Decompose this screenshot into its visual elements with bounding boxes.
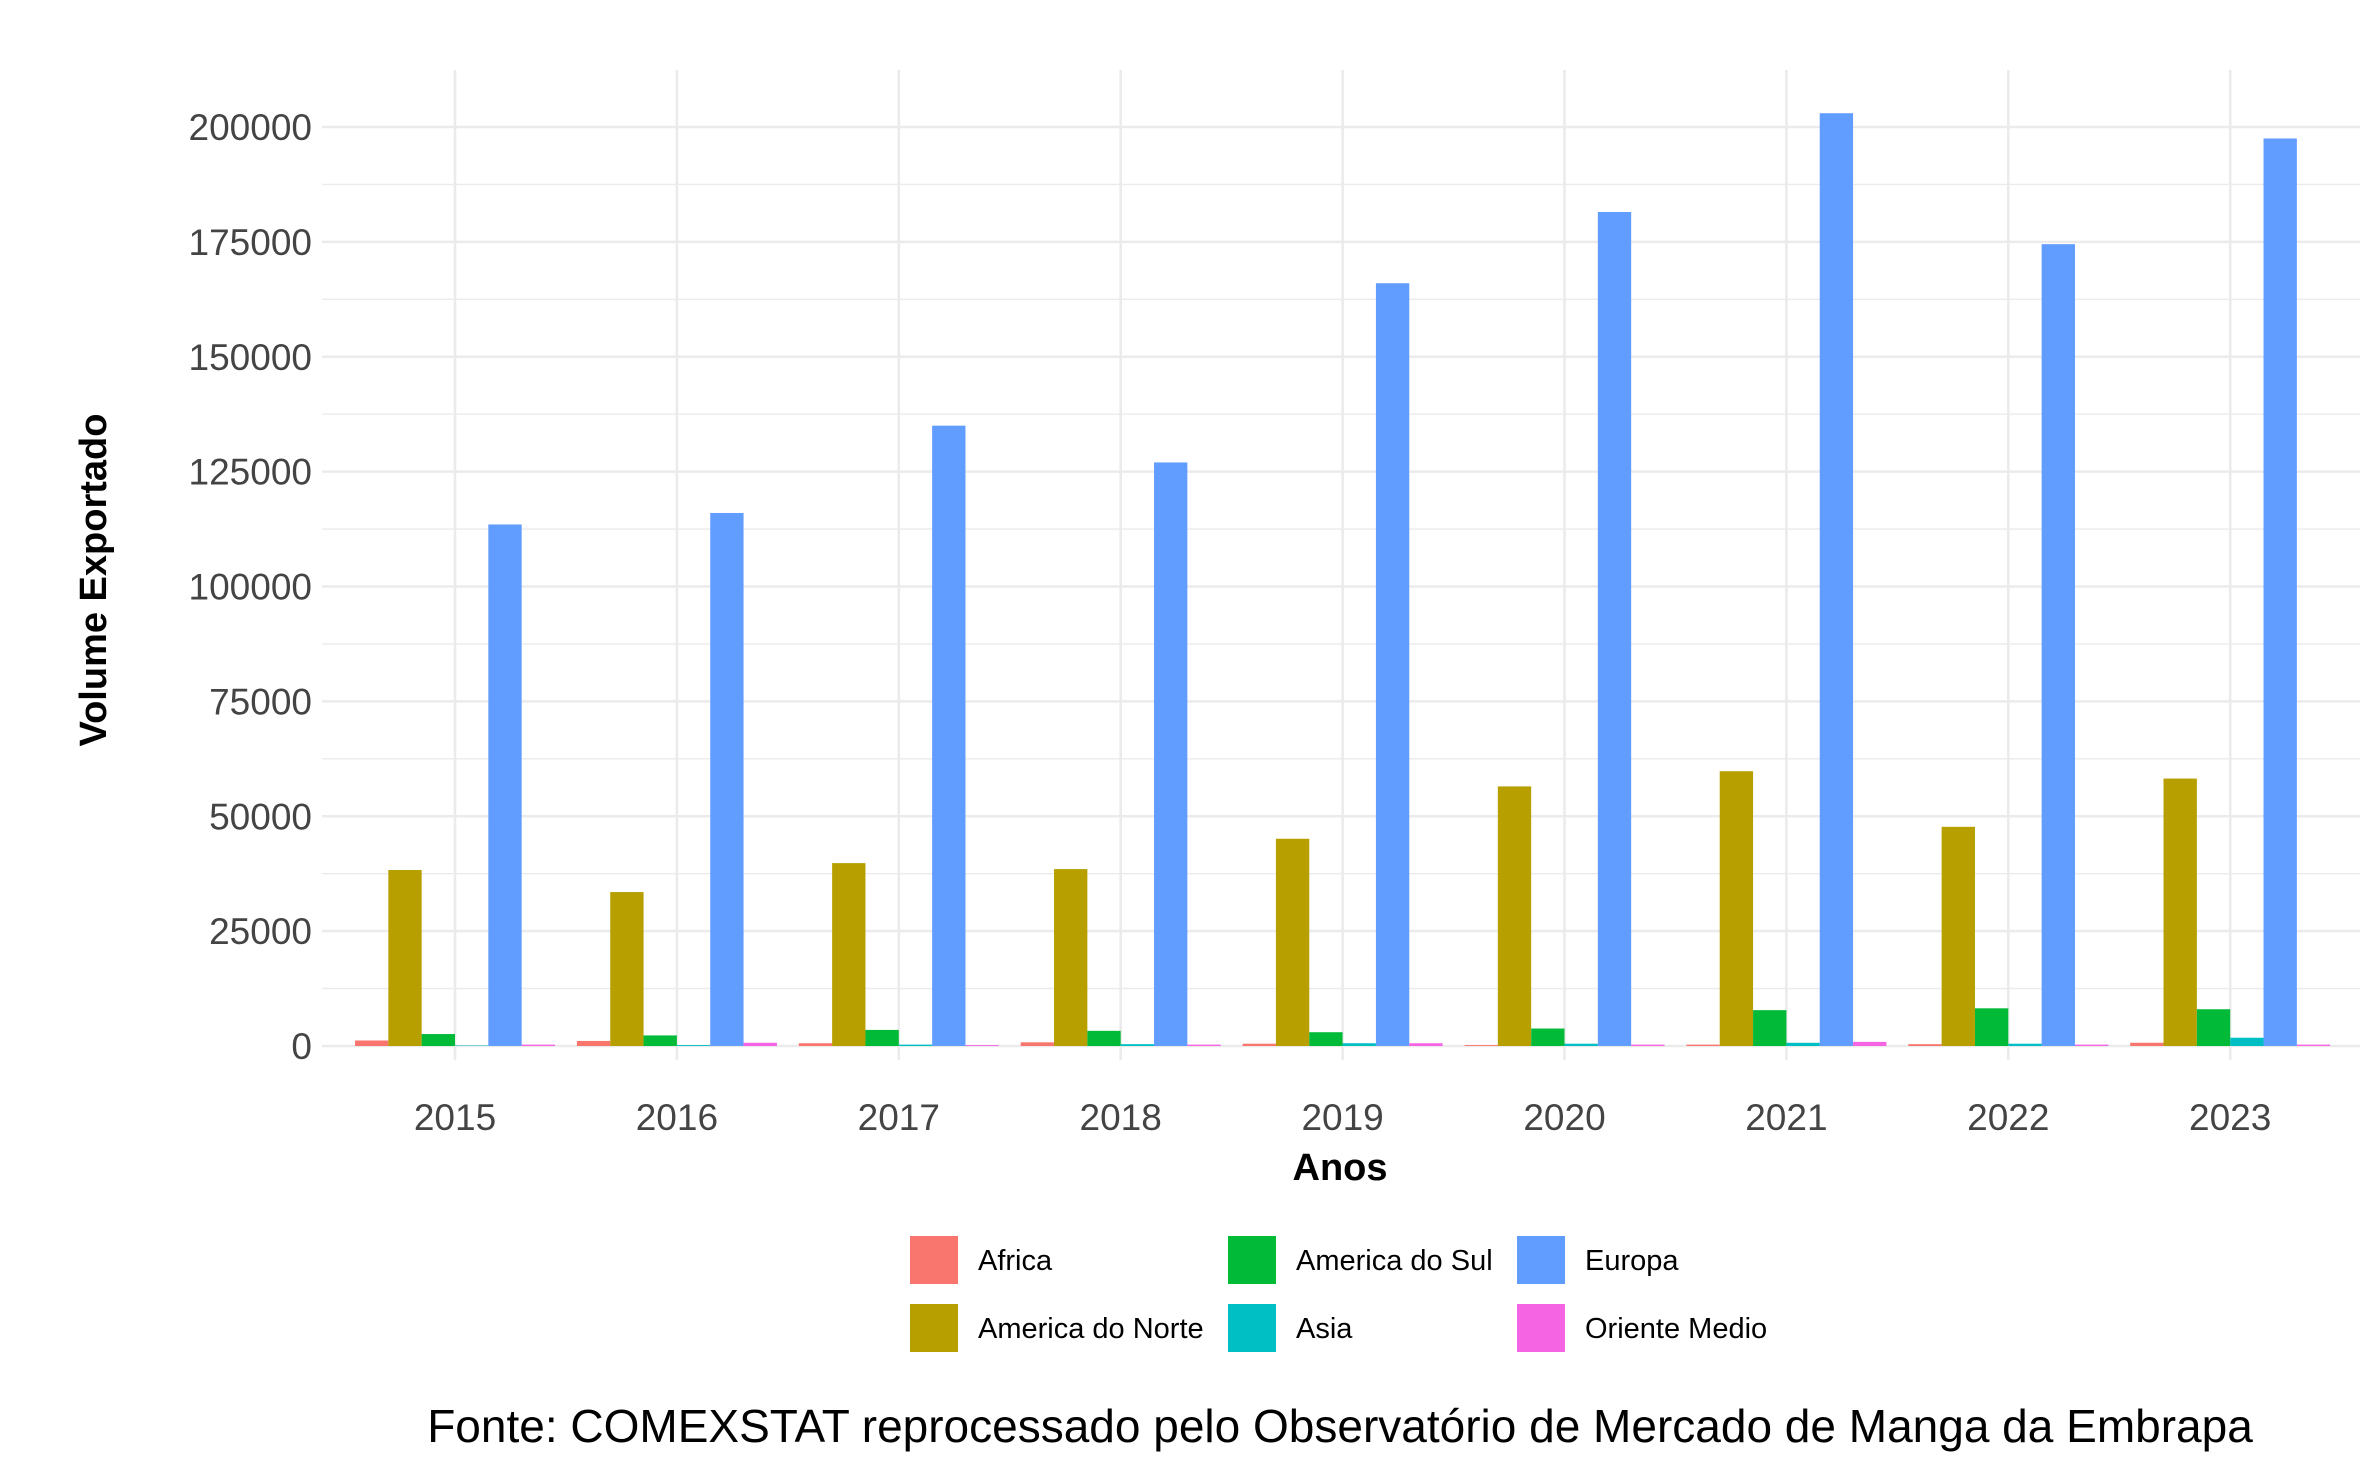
y-tick-label: 75000 [209,681,312,722]
legend-label-america-do-sul: America do Sul [1296,1245,1493,1277]
bar-america-do-norte-2015 [388,870,422,1046]
y-tick-labels: 0 25000 50000 75000 100000 125000 150000 175000… [189,107,312,1067]
bar-america-do-sul-2019 [1309,1032,1343,1046]
bar-oriente-medio-2015 [521,1044,555,1046]
x-tick-label: 2017 [858,1097,940,1138]
bar-asia-2016 [676,1045,711,1046]
y-tick-label: 200000 [189,107,312,148]
bar-america-do-norte-2017 [832,863,866,1046]
bar-oriente-medio-2018 [1187,1044,1221,1046]
bar-europa-2018 [1154,462,1188,1046]
bar-america-do-sul-2023 [2196,1009,2231,1046]
bar-africa-2023 [2130,1042,2164,1046]
bar-oriente-medio-2023 [2296,1044,2331,1046]
bar-europa-2021 [1819,113,1854,1047]
bar-america-do-sul-2018 [1087,1030,1121,1046]
y-axis-title: Volume Exportado [73,414,115,747]
bar-africa-2016 [576,1040,611,1046]
bar-europa-2016 [710,512,744,1046]
legend-swatch-africa [910,1236,958,1284]
x-tick-label: 2019 [1301,1097,1383,1138]
bar-africa-2015 [355,1040,389,1046]
bar-america-do-norte-2023 [2163,778,2197,1046]
bar-africa-2017 [798,1043,833,1046]
y-tick-label: 0 [291,1026,312,1067]
bar-oriente-medio-2016 [743,1042,777,1046]
y-tick-label: 150000 [189,337,312,378]
bar-europa-2020 [1597,212,1632,1046]
legend-label-asia: Asia [1296,1313,1353,1345]
bar-africa-2018 [1020,1042,1055,1046]
bar-oriente-medio-2017 [965,1045,999,1046]
legend-swatch-oriente-medio [1517,1304,1565,1352]
bar-europa-2017 [932,425,966,1046]
bar-america-do-sul-2017 [865,1029,899,1046]
bar-oriente-medio-2022 [2074,1044,2109,1046]
bar-america-do-sul-2021 [1753,1010,1787,1046]
y-tick-label: 125000 [189,452,312,493]
bar-america-do-norte-2020 [1497,786,1532,1046]
major-gridlines [322,70,2360,1060]
minor-gridlines [322,183,2360,990]
x-tick-label: 2015 [414,1097,496,1138]
bar-asia-2021 [1786,1042,1820,1046]
bar-asia-2022 [2008,1043,2042,1046]
bar-america-do-norte-2021 [1719,771,1754,1046]
bar-africa-2022 [1908,1044,1942,1046]
x-tick-label: 2022 [1967,1097,2049,1138]
bar-europa-2019 [1375,283,1410,1047]
bar-america-do-sul-2015 [421,1034,455,1046]
legend-label-america-do-norte: America do Norte [978,1313,1204,1345]
bar-africa-2021 [1686,1044,1720,1046]
bar-america-do-norte-2019 [1275,838,1310,1046]
legend-label-oriente-medio: Oriente Medio [1585,1313,1767,1345]
legend-swatch-asia [1228,1304,1276,1352]
bar-asia-2019 [1342,1043,1376,1046]
bar-europa-2015 [488,524,522,1046]
bar-oriente-medio-2019 [1409,1043,1443,1046]
bar-asia-2020 [1564,1043,1598,1046]
y-tick-label: 175000 [189,222,312,263]
bar-asia-2017 [898,1044,933,1046]
bar-africa-2019 [1242,1043,1276,1046]
legend-swatch-america-do-norte [910,1304,958,1352]
legend: Africa America do Norte America do Sul Asia… [910,1236,1767,1352]
x-tick-label: 2020 [1523,1097,1605,1138]
bar-america-do-sul-2022 [1974,1008,2009,1046]
y-tick-label: 25000 [209,911,312,952]
legend-swatch-europa [1517,1236,1565,1284]
bar-oriente-medio-2020 [1631,1044,1665,1046]
bar-europa-2022 [2041,244,2075,1047]
bar-america-do-norte-2022 [1941,826,1975,1046]
x-tick-label: 2023 [2189,1097,2271,1138]
bar-america-do-sul-2020 [1531,1028,1565,1046]
legend-label-africa: Africa [978,1245,1053,1277]
x-tick-label: 2016 [636,1097,718,1138]
legend-label-europa: Europa [1585,1245,1679,1277]
bar-america-do-norte-2018 [1054,869,1088,1046]
source-caption: Fonte: COMEXSTAT reprocessado pelo Obser… [427,1400,2253,1452]
y-tick-label: 100000 [189,567,312,608]
bar-europa-2023 [2263,138,2297,1047]
bars-group [355,113,2331,1047]
bar-oriente-medio-2021 [1853,1041,1887,1046]
bar-asia-2023 [2230,1037,2264,1046]
bar-africa-2020 [1464,1045,1498,1046]
bar-asia-2015 [455,1045,489,1046]
x-tick-labels: 2015 2016 2017 2018 2019 2020 2021 2022 2023 [414,1097,2272,1138]
x-tick-label: 2021 [1745,1097,1827,1138]
bar-asia-2018 [1120,1044,1155,1046]
bar-america-do-sul-2016 [643,1035,677,1046]
legend-swatch-america-do-sul [1228,1236,1276,1284]
x-tick-label: 2018 [1080,1097,1162,1138]
bar-america-do-norte-2016 [610,892,644,1046]
x-axis-title: Anos [1293,1147,1388,1189]
y-tick-label: 50000 [209,796,312,837]
